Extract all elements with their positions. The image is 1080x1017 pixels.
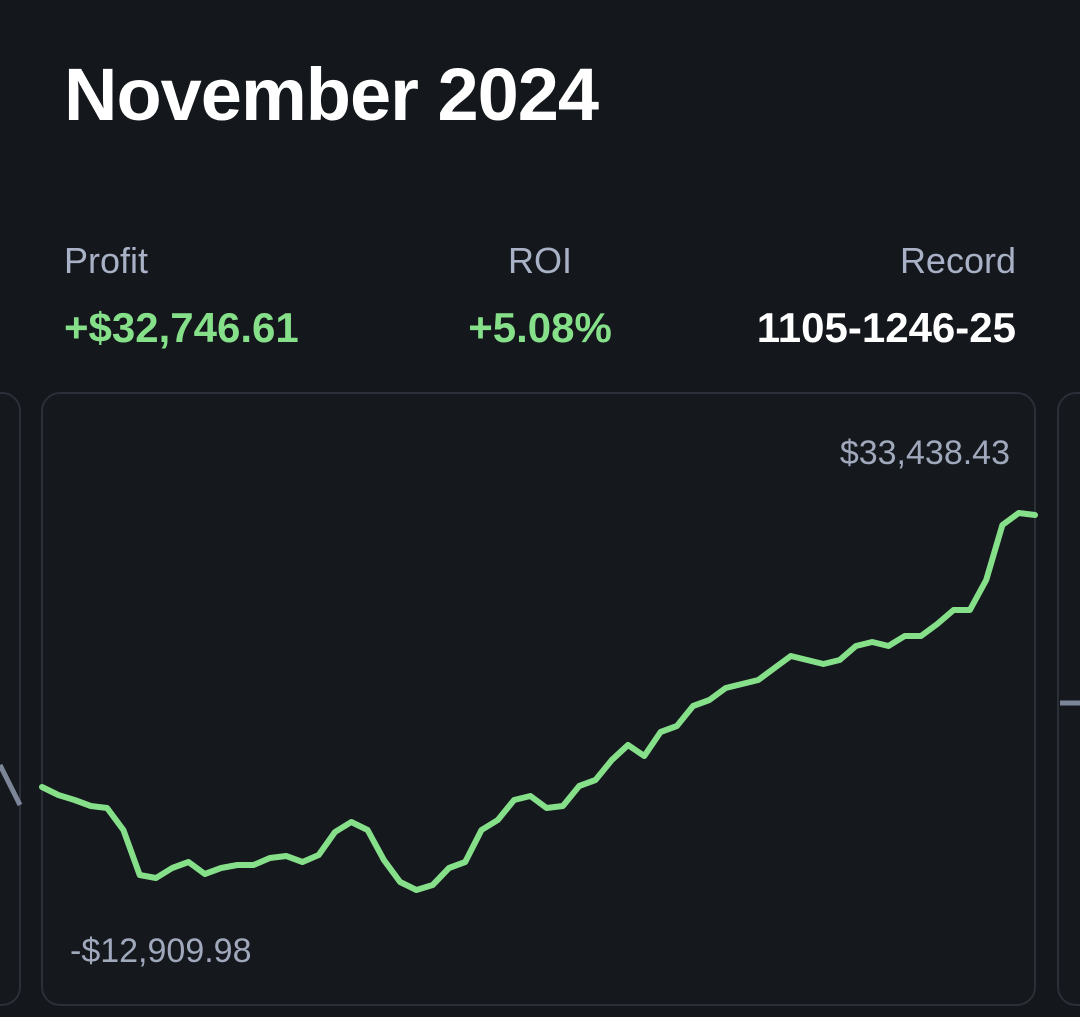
max-label: $33,438.43 [840,434,1010,472]
next-card[interactable] [1057,392,1080,1006]
stat-value: 1105-1246-25 [756,304,1016,351]
stat-record: Record 1105-1246-25 [757,240,1016,352]
stat-value: +$32,746.61 [64,304,299,351]
min-label: -$12,909.98 [70,932,252,970]
stat-label: Profit [64,240,149,281]
stat-label: ROI [507,240,572,281]
stat-value: +5.08% [468,304,612,351]
stat-roi: ROI +5.08% [454,240,626,352]
chart-card [41,392,1036,1006]
prev-card[interactable] [0,392,21,1006]
stat-label: Record [899,240,1016,281]
prev-card-line [0,763,23,807]
profit-line [39,510,1038,893]
stat-profit: Profit +$32,746.61 [64,240,299,352]
title: November 2024 [64,53,599,136]
